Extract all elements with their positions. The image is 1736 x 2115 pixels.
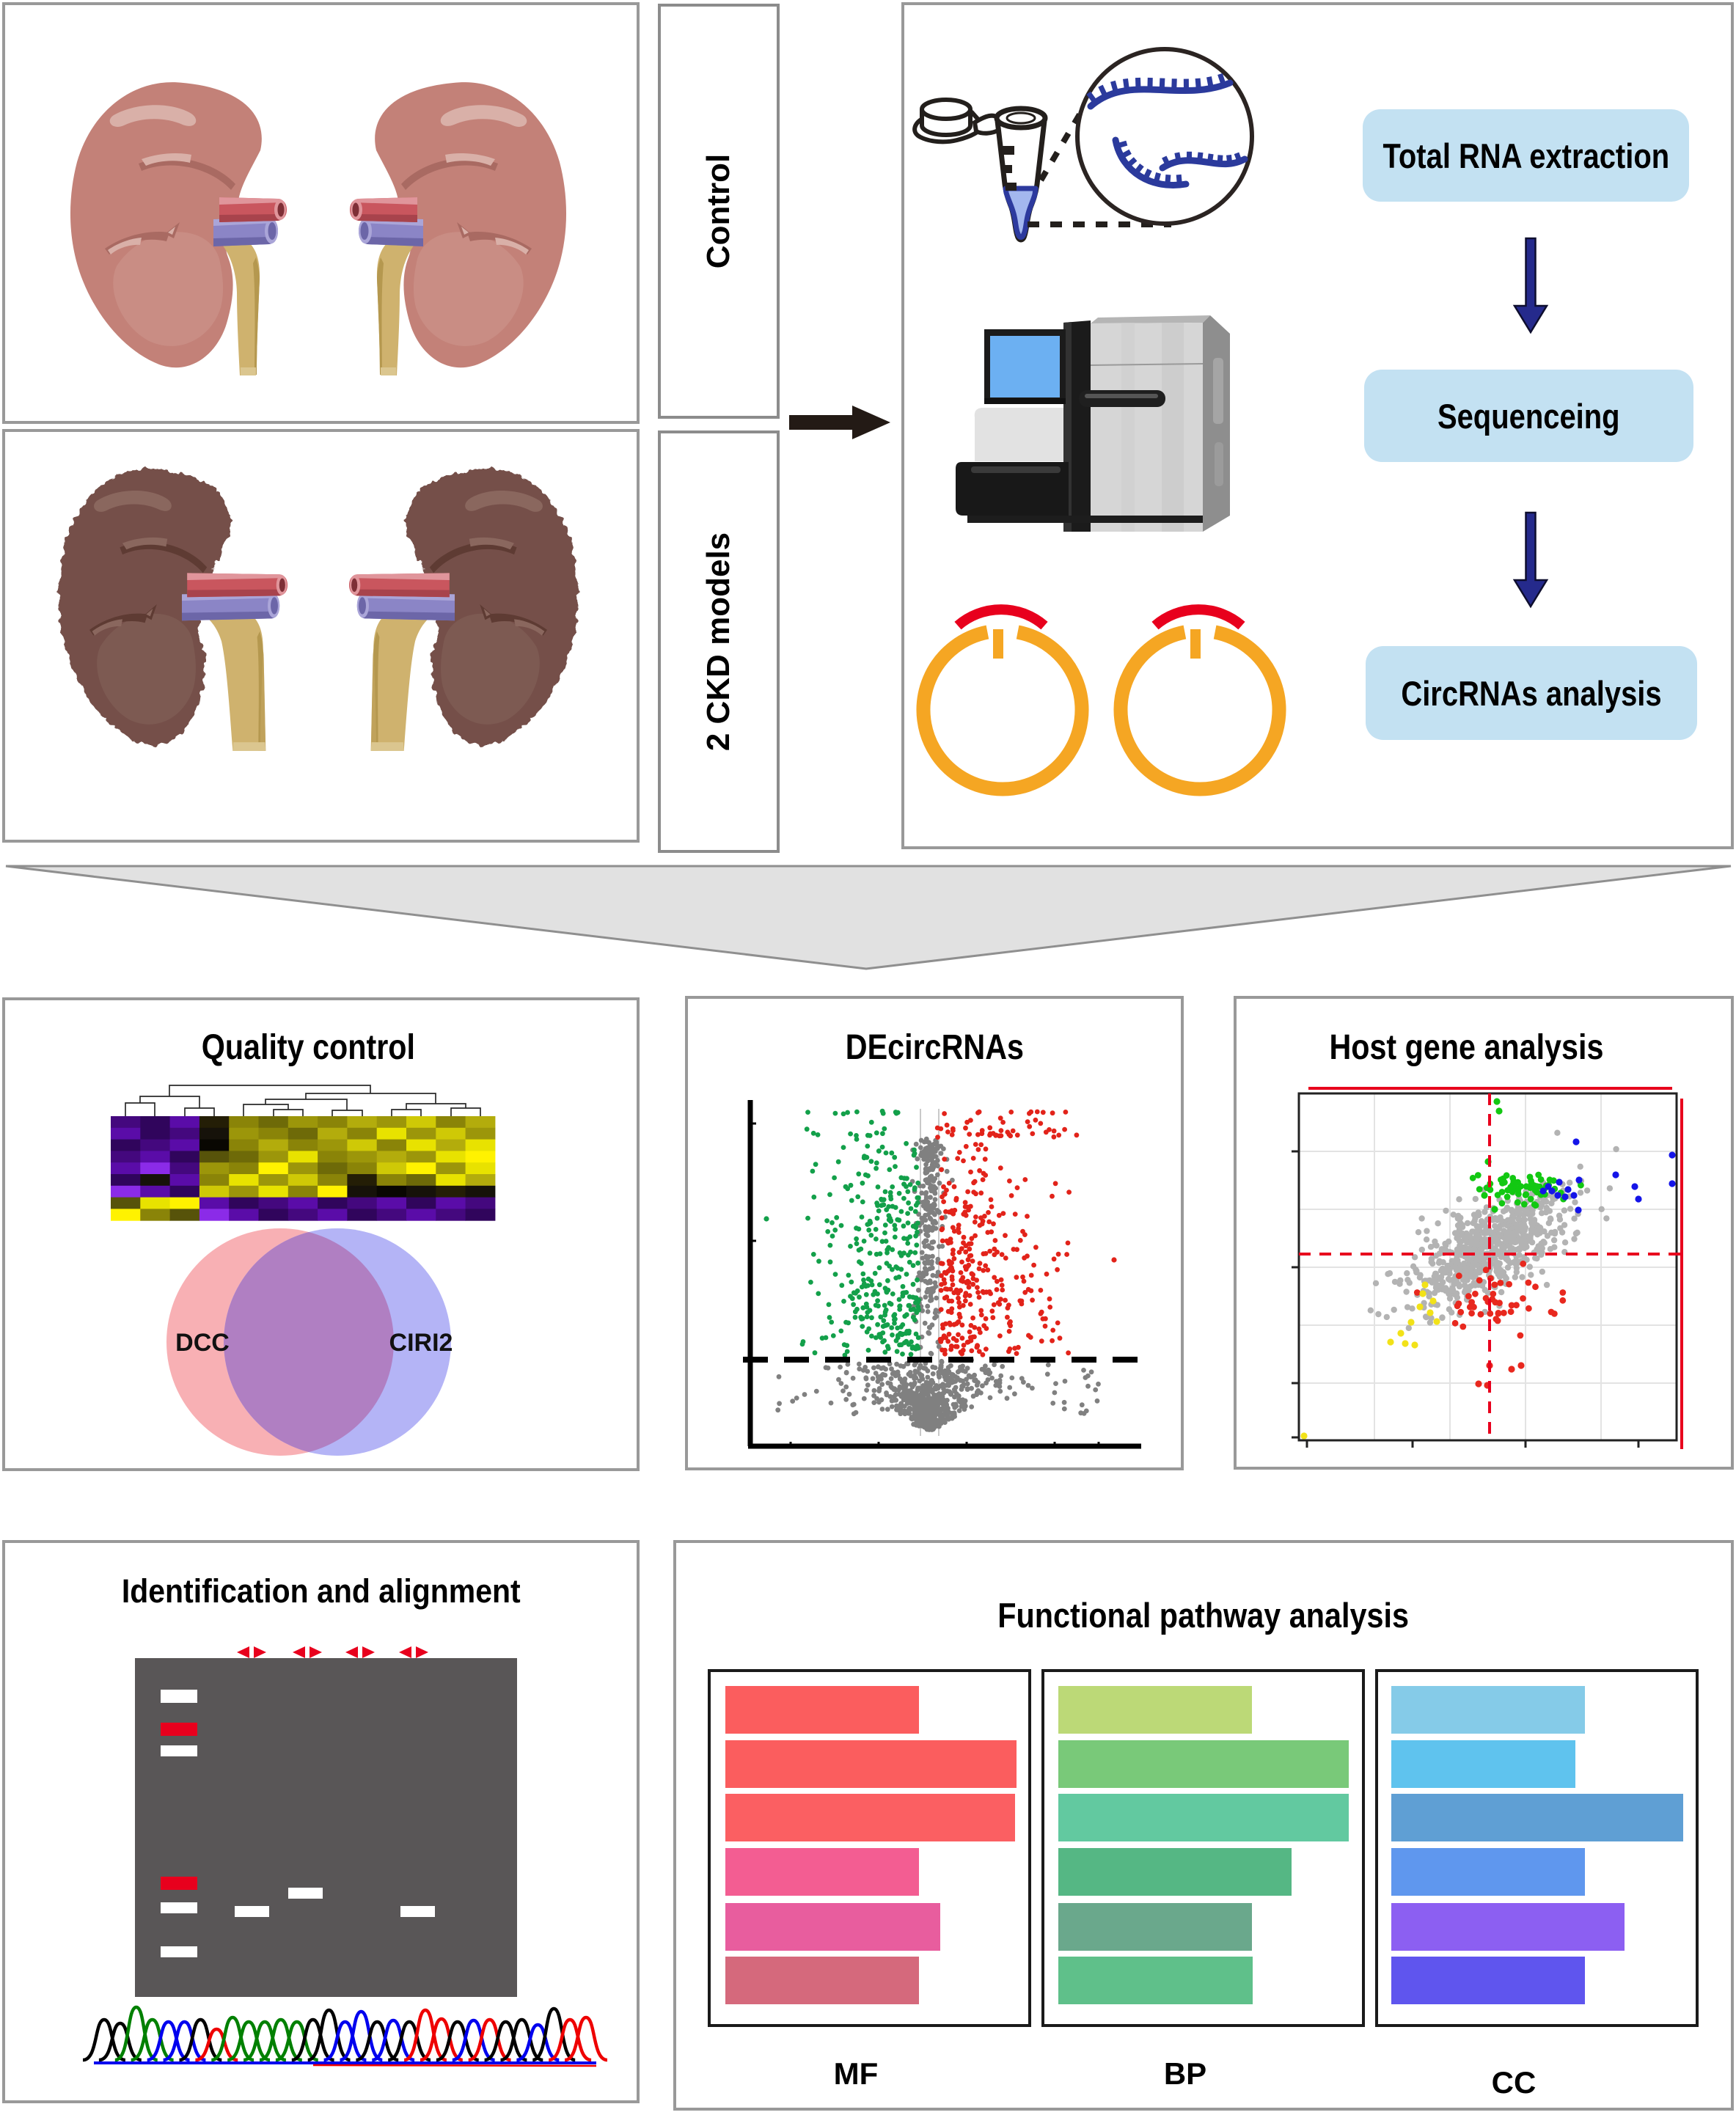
svg-text:DCC: DCC (175, 1329, 230, 1357)
svg-text:CIRI2: CIRI2 (389, 1329, 453, 1357)
